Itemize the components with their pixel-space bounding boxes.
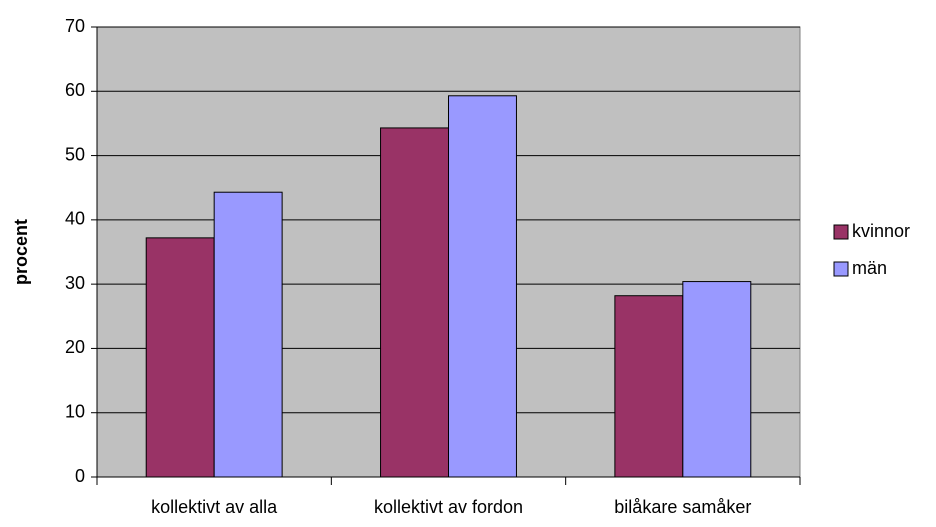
- bar: [448, 95, 517, 478]
- y-axis-label: procent: [11, 219, 31, 285]
- bar: [380, 127, 449, 478]
- y-tick-label: 10: [65, 401, 85, 421]
- legend-swatch: [833, 261, 849, 277]
- y-tick-label: 30: [65, 273, 85, 293]
- legend-swatch: [833, 224, 849, 240]
- bar: [682, 281, 752, 478]
- x-tick-label: bilåkare samåker: [614, 497, 751, 517]
- y-tick-label: 0: [75, 466, 85, 486]
- x-tick-label: kollektivt av alla: [151, 497, 278, 517]
- bar: [145, 237, 215, 478]
- bar: [213, 191, 283, 478]
- legend-label: män: [852, 258, 887, 278]
- bar: [614, 295, 684, 478]
- y-tick-label: 70: [65, 16, 85, 36]
- y-tick-label: 60: [65, 80, 85, 100]
- y-tick-label: 40: [65, 209, 85, 229]
- y-tick-label: 50: [65, 144, 85, 164]
- legend-label: kvinnor: [852, 221, 910, 241]
- x-tick-label: kollektivt av fordon: [374, 497, 523, 517]
- y-tick-label: 20: [65, 337, 85, 357]
